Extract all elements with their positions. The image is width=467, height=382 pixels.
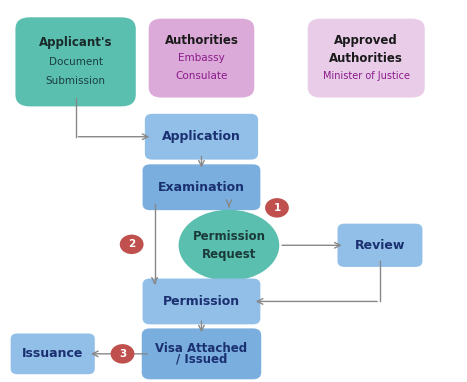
FancyBboxPatch shape	[142, 329, 261, 379]
Text: Applicant's: Applicant's	[39, 36, 113, 49]
Ellipse shape	[178, 210, 279, 281]
Text: 1: 1	[273, 203, 281, 213]
Text: Application: Application	[162, 130, 241, 143]
Text: Authorities: Authorities	[164, 34, 238, 47]
Text: Issuance: Issuance	[22, 347, 84, 360]
Text: Visa Attached: Visa Attached	[156, 342, 248, 355]
Text: Permission: Permission	[163, 295, 240, 308]
Text: Consulate: Consulate	[175, 71, 227, 81]
Text: Embassy: Embassy	[178, 53, 225, 63]
Text: Authorities: Authorities	[329, 52, 403, 65]
FancyBboxPatch shape	[308, 19, 425, 97]
Text: Minister of Justice: Minister of Justice	[323, 71, 410, 81]
FancyBboxPatch shape	[142, 278, 261, 324]
FancyBboxPatch shape	[145, 114, 258, 160]
Text: Document: Document	[49, 57, 103, 67]
FancyBboxPatch shape	[142, 164, 261, 210]
Text: Permission: Permission	[192, 230, 265, 243]
Text: 3: 3	[119, 349, 126, 359]
Circle shape	[120, 235, 143, 254]
FancyBboxPatch shape	[11, 333, 95, 374]
Text: Approved: Approved	[334, 34, 398, 47]
Text: / Issued: / Issued	[176, 353, 227, 366]
Text: Examination: Examination	[158, 181, 245, 194]
Text: Review: Review	[355, 239, 405, 252]
Circle shape	[265, 198, 289, 218]
FancyBboxPatch shape	[149, 19, 254, 97]
Circle shape	[111, 344, 134, 364]
FancyBboxPatch shape	[15, 17, 136, 107]
Text: Submission: Submission	[46, 76, 106, 86]
Text: Request: Request	[202, 248, 256, 261]
Text: 2: 2	[128, 240, 135, 249]
FancyBboxPatch shape	[338, 223, 423, 267]
